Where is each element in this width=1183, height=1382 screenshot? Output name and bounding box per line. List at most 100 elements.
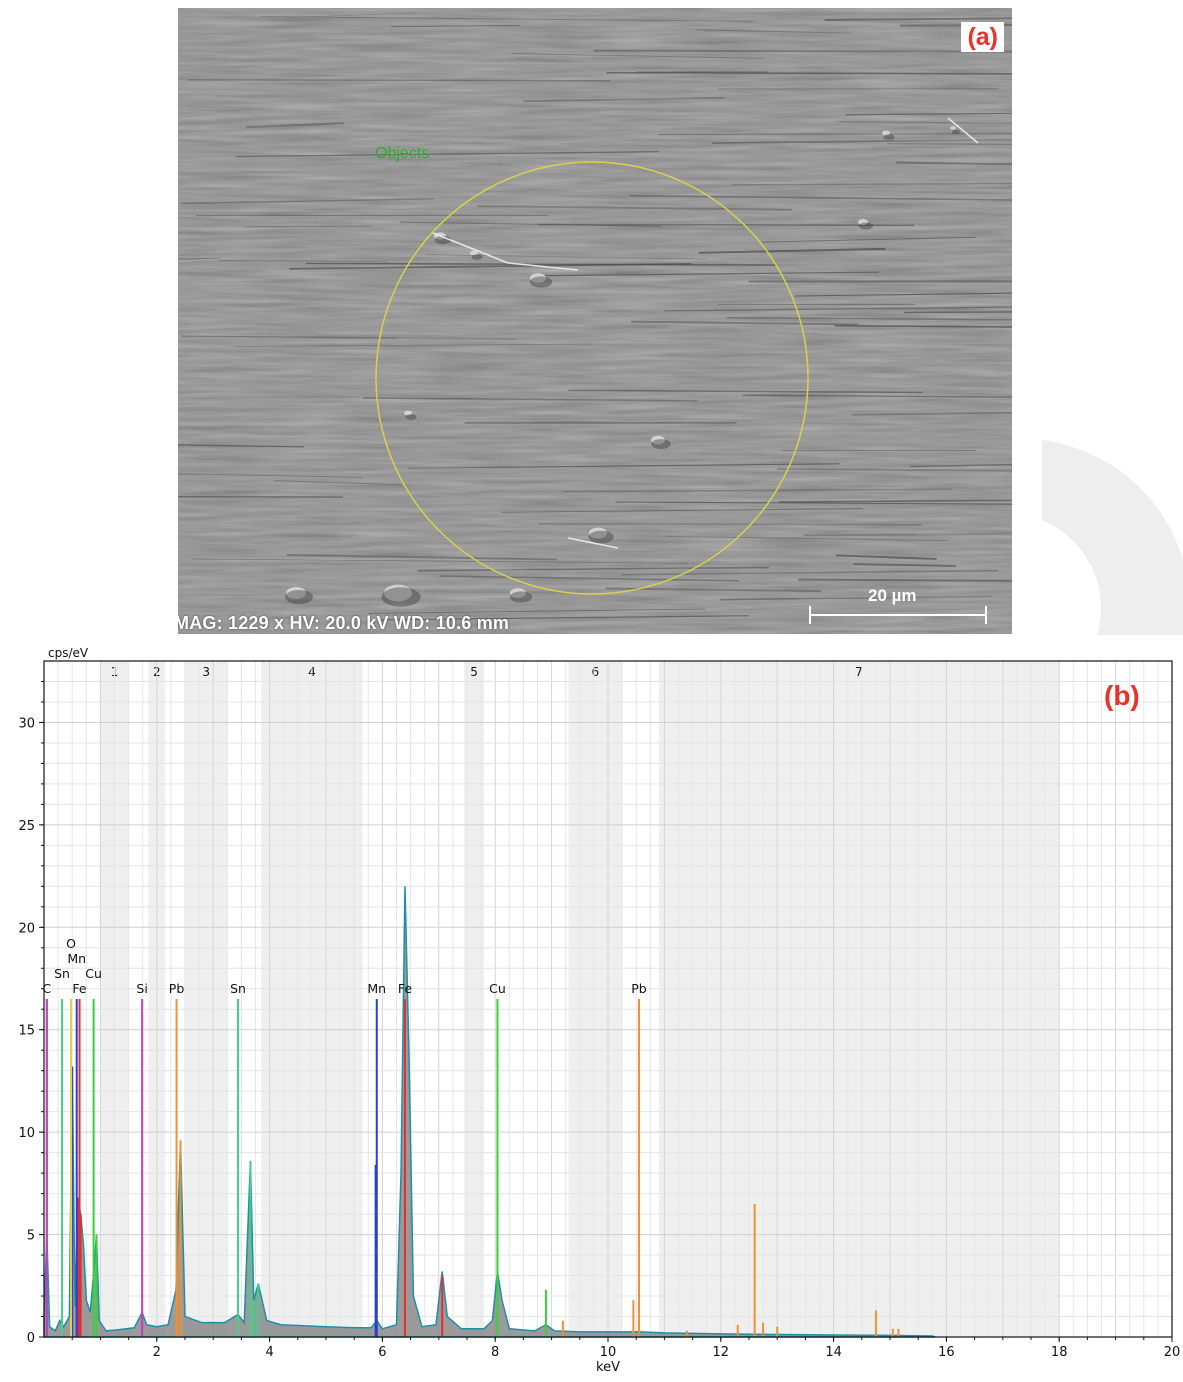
streak <box>445 199 897 203</box>
streak <box>761 591 1012 594</box>
streak <box>707 143 1012 147</box>
debris-shadow <box>588 530 614 544</box>
streak <box>663 306 1012 312</box>
debris-particle <box>882 130 890 136</box>
streak <box>235 150 659 158</box>
sem-micrograph: (a) Objects 20 µm MAG: 1229 x HV: 20.0 k… <box>178 8 1012 634</box>
streak <box>178 486 349 491</box>
streak <box>372 117 669 122</box>
region-band <box>568 661 623 1337</box>
debris-particle <box>404 410 412 416</box>
streak <box>233 343 593 347</box>
x-tick-label: 8 <box>491 1345 499 1360</box>
streak <box>696 29 852 34</box>
streak <box>505 174 961 178</box>
streak <box>272 213 708 218</box>
streak <box>535 550 861 557</box>
streak <box>642 585 784 591</box>
streak <box>427 254 848 259</box>
streak <box>539 523 922 526</box>
region-label: 5 <box>470 665 478 679</box>
streak <box>792 599 1012 604</box>
y-tick-label: 25 <box>18 819 35 834</box>
streak <box>658 133 1012 136</box>
y-tick-label: 10 <box>18 1126 35 1141</box>
spectrum-layer <box>43 886 936 1338</box>
debris-shadow <box>883 134 895 140</box>
streak <box>312 63 770 67</box>
streak <box>711 138 1012 144</box>
streak <box>731 182 1012 186</box>
sem-texture <box>178 8 1012 634</box>
region-band <box>464 661 484 1337</box>
streak <box>178 398 330 402</box>
debris-shadow <box>529 276 553 288</box>
streak <box>477 205 792 211</box>
streak <box>458 62 740 67</box>
element-marker-label: Cu <box>85 966 102 981</box>
streak <box>356 466 509 470</box>
streak <box>862 34 1012 38</box>
streak <box>450 131 714 136</box>
streak <box>178 444 305 448</box>
streak <box>396 336 880 339</box>
element-marker-label: Sn <box>230 981 246 996</box>
element-marker-label: Pb <box>631 981 647 996</box>
streak <box>191 558 687 564</box>
streak <box>787 98 1012 101</box>
streak <box>845 112 1012 116</box>
streak <box>391 24 521 28</box>
streak <box>197 475 523 481</box>
streak <box>369 346 800 350</box>
streak <box>666 535 949 542</box>
streak <box>798 595 1012 599</box>
streak <box>178 362 287 368</box>
x-tick-label: 2 <box>153 1345 161 1360</box>
streak <box>910 463 1012 468</box>
streak <box>361 188 481 193</box>
streak <box>834 324 1012 328</box>
streak <box>591 544 792 551</box>
streak <box>193 256 421 263</box>
bright-edge <box>432 232 509 264</box>
debris-particle <box>286 587 306 599</box>
element-marker-label: Cu <box>489 981 506 996</box>
streak <box>178 389 336 394</box>
streak <box>838 121 1012 124</box>
streak <box>286 554 557 561</box>
streak <box>887 143 1012 145</box>
streak <box>321 296 665 303</box>
element-marker-label: C <box>42 981 51 996</box>
debris-shadow <box>471 254 483 260</box>
streak <box>896 161 1012 166</box>
streak <box>501 508 863 513</box>
streak <box>178 471 572 477</box>
streak <box>892 313 1012 316</box>
x-tick-label: 18 <box>1051 1345 1068 1360</box>
y-axis-unit: cps/eV <box>48 646 89 660</box>
y-tick-label: 20 <box>18 921 35 936</box>
debris-shadow <box>285 590 313 604</box>
region-band <box>658 661 1060 1337</box>
bright-edge <box>507 262 579 271</box>
streak <box>643 575 1012 579</box>
streak <box>820 98 1012 104</box>
streak <box>894 139 1012 141</box>
streak <box>767 212 990 218</box>
streak <box>373 106 781 109</box>
scale-bar-label: 20 µm <box>868 586 917 605</box>
chart-axes: 2 4 6 8 10 12 14 16 18 20 0 5 10 15 20 25 30 keV <box>18 660 1180 1375</box>
streak <box>191 85 401 90</box>
region-label: 3 <box>202 665 210 679</box>
streak <box>187 79 610 82</box>
streak <box>287 12 417 18</box>
streak <box>417 566 770 572</box>
streak <box>305 262 778 266</box>
streak <box>400 221 662 227</box>
streak <box>407 463 840 469</box>
streak <box>835 554 937 560</box>
region-label: 6 <box>591 665 599 679</box>
streak <box>178 141 328 148</box>
